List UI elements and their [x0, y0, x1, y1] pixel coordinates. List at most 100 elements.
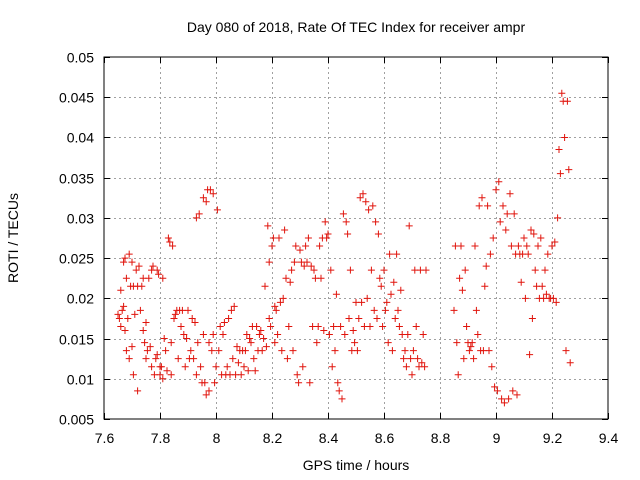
data-point	[482, 262, 490, 270]
y-axis-label: ROTI / TECUs	[5, 193, 21, 283]
data-point	[262, 343, 270, 351]
data-point	[296, 246, 304, 254]
tick-labels: 7.6 7.8 8 8.2 8.4 8.6 8.8 9 9.2 9.4 0.005 0.01 0.015…	[59, 50, 618, 447]
data-point	[155, 270, 163, 278]
data-point	[250, 355, 258, 363]
data-point	[276, 298, 284, 306]
data-point	[317, 274, 325, 282]
data-point	[507, 242, 515, 250]
data-point	[484, 202, 492, 210]
data-point	[234, 359, 242, 367]
data-point	[465, 347, 473, 355]
data-point	[562, 347, 570, 355]
data-point	[139, 327, 147, 335]
data-point	[194, 339, 202, 347]
data-point	[268, 242, 276, 250]
data-point	[390, 278, 398, 286]
data-point	[404, 331, 412, 339]
data-point	[307, 262, 315, 270]
data-point	[363, 294, 371, 302]
data-point	[475, 202, 483, 210]
data-point	[554, 214, 562, 222]
data-point	[230, 302, 238, 310]
data-point	[257, 327, 265, 335]
data-point	[463, 322, 471, 330]
data-point	[394, 306, 402, 314]
data-point	[279, 294, 287, 302]
data-point	[225, 314, 233, 322]
data-point	[551, 238, 559, 246]
data-point	[267, 322, 275, 330]
data-point	[338, 395, 346, 403]
data-point	[310, 266, 318, 274]
data-point	[115, 314, 123, 322]
data-point	[549, 294, 557, 302]
data-point	[401, 347, 409, 355]
data-point	[212, 363, 220, 371]
data-point	[349, 327, 357, 335]
data-point	[377, 282, 385, 290]
data-point	[243, 331, 251, 339]
y-tick-label: 0.04	[67, 130, 94, 146]
data-point	[215, 347, 223, 355]
x-tick-label: 9	[493, 430, 501, 446]
data-point	[323, 234, 331, 242]
data-point	[402, 363, 410, 371]
data-point	[331, 347, 339, 355]
data-point	[120, 302, 128, 310]
data-point	[302, 242, 310, 250]
data-point	[555, 146, 563, 154]
data-point	[344, 230, 352, 238]
data-point	[209, 190, 217, 198]
data-point	[124, 314, 132, 322]
data-point	[458, 286, 466, 294]
data-point	[159, 274, 167, 282]
data-point	[181, 363, 189, 371]
data-point	[159, 375, 167, 383]
data-point	[132, 266, 140, 274]
data-point	[209, 331, 217, 339]
data-point	[149, 262, 157, 270]
data-point	[526, 351, 534, 359]
data-point	[265, 258, 273, 266]
data-point	[509, 387, 517, 395]
data-point	[303, 258, 311, 266]
data-point	[334, 379, 342, 387]
y-tick-label: 0.05	[67, 50, 94, 66]
data-point	[125, 355, 133, 363]
data-point	[255, 331, 263, 339]
data-point	[136, 306, 144, 314]
data-point	[125, 250, 133, 258]
data-point	[391, 314, 399, 322]
data-point	[216, 322, 224, 330]
data-point	[156, 371, 164, 379]
data-point	[454, 371, 462, 379]
data-point	[419, 331, 427, 339]
data-point	[325, 331, 333, 339]
data-point	[478, 194, 486, 202]
data-point	[400, 355, 408, 363]
data-point	[293, 371, 301, 379]
data-point	[541, 266, 549, 274]
x-tick-label: 7.6	[95, 430, 115, 446]
data-point	[467, 343, 475, 351]
data-point	[264, 222, 272, 230]
data-point	[300, 262, 308, 270]
data-point	[134, 387, 142, 395]
data-point	[365, 206, 373, 214]
y-tick-label: 0.03	[67, 211, 94, 227]
data-point	[510, 210, 518, 218]
data-point	[339, 210, 347, 218]
data-point	[373, 314, 381, 322]
x-tick-label: 8.6	[375, 430, 395, 446]
data-point	[205, 387, 213, 395]
data-point	[229, 355, 237, 363]
data-point	[491, 383, 499, 391]
data-point	[407, 355, 415, 363]
data-point	[324, 230, 332, 238]
data-point	[386, 250, 394, 258]
data-point	[275, 234, 283, 242]
data-point	[213, 206, 221, 214]
data-point	[332, 290, 340, 298]
